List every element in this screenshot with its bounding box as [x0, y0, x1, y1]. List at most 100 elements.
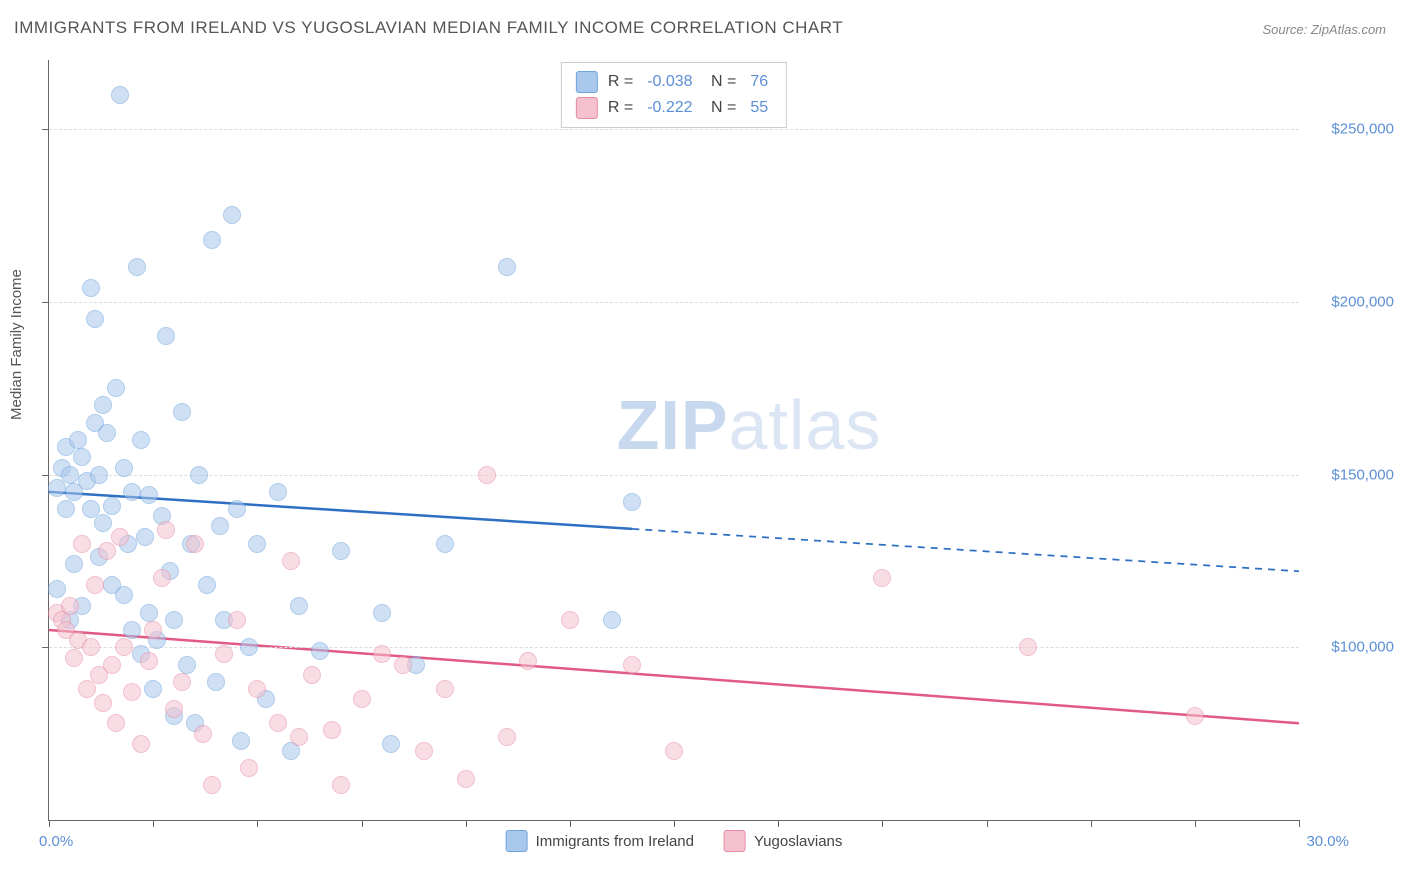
scatter-point: [198, 576, 216, 594]
y-tick-label: $100,000: [1331, 639, 1394, 656]
legend-row-1: R = -0.222 N = 55: [576, 95, 772, 121]
scatter-point: [228, 611, 246, 629]
scatter-point: [332, 542, 350, 560]
gridline: [49, 302, 1299, 303]
x-tick: [49, 820, 50, 827]
scatter-point: [111, 528, 129, 546]
scatter-point: [173, 673, 191, 691]
scatter-point: [873, 569, 891, 587]
scatter-point: [98, 542, 116, 560]
scatter-point: [269, 714, 287, 732]
legend-label-1: Yugoslavians: [754, 833, 842, 850]
scatter-point: [282, 552, 300, 570]
scatter-point: [61, 597, 79, 615]
scatter-point: [103, 656, 121, 674]
scatter-point: [165, 700, 183, 718]
scatter-point: [123, 621, 141, 639]
scatter-point: [140, 652, 158, 670]
scatter-point: [94, 514, 112, 532]
x-tick: [153, 820, 154, 827]
scatter-point: [73, 535, 91, 553]
scatter-point: [115, 586, 133, 604]
scatter-point: [107, 714, 125, 732]
legend-r-label-1: R =: [608, 99, 633, 117]
scatter-point: [94, 694, 112, 712]
scatter-point: [248, 535, 266, 553]
x-tick: [882, 820, 883, 827]
scatter-point: [123, 483, 141, 501]
legend-r-val-1: -0.222: [647, 99, 692, 117]
gridline: [49, 475, 1299, 476]
scatter-point: [603, 611, 621, 629]
x-tick: [1091, 820, 1092, 827]
scatter-point: [1186, 707, 1204, 725]
scatter-point: [240, 759, 258, 777]
scatter-point: [498, 728, 516, 746]
scatter-point: [519, 652, 537, 670]
scatter-point: [353, 690, 371, 708]
scatter-point: [478, 466, 496, 484]
scatter-point: [128, 258, 146, 276]
scatter-point: [157, 327, 175, 345]
source-label: Source: ZipAtlas.com: [1262, 22, 1386, 37]
scatter-point: [90, 466, 108, 484]
scatter-point: [61, 466, 79, 484]
scatter-point: [457, 770, 475, 788]
y-tick: [42, 647, 49, 648]
y-tick-label: $150,000: [1331, 466, 1394, 483]
scatter-point: [82, 638, 100, 656]
x-tick: [362, 820, 363, 827]
scatter-point: [57, 500, 75, 518]
x-tick: [674, 820, 675, 827]
scatter-point: [178, 656, 196, 674]
scatter-point: [303, 666, 321, 684]
scatter-point: [311, 642, 329, 660]
gridline: [49, 647, 1299, 648]
x-axis-min-label: 0.0%: [39, 833, 73, 850]
scatter-point: [157, 521, 175, 539]
scatter-point: [186, 535, 204, 553]
scatter-point: [115, 459, 133, 477]
scatter-point: [115, 638, 133, 656]
swatch-ireland: [576, 71, 598, 93]
y-tick: [42, 302, 49, 303]
scatter-point: [215, 645, 233, 663]
scatter-point: [94, 396, 112, 414]
scatter-point: [269, 483, 287, 501]
x-tick: [466, 820, 467, 827]
scatter-point: [498, 258, 516, 276]
chart-container: IMMIGRANTS FROM IRELAND VS YUGOSLAVIAN M…: [0, 0, 1406, 892]
scatter-point: [373, 604, 391, 622]
legend-series: Immigrants from Ireland Yugoslavians: [506, 830, 843, 852]
legend-label-0: Immigrants from Ireland: [536, 833, 694, 850]
scatter-point: [190, 466, 208, 484]
scatter-point: [248, 680, 266, 698]
scatter-point: [123, 683, 141, 701]
watermark: ZIPatlas: [617, 385, 882, 465]
scatter-point: [415, 742, 433, 760]
scatter-point: [373, 645, 391, 663]
scatter-point: [223, 206, 241, 224]
scatter-point: [82, 279, 100, 297]
y-tick-label: $250,000: [1331, 121, 1394, 138]
scatter-point: [153, 569, 171, 587]
scatter-point: [665, 742, 683, 760]
scatter-point: [228, 500, 246, 518]
x-tick: [257, 820, 258, 827]
scatter-point: [98, 424, 116, 442]
scatter-point: [323, 721, 341, 739]
legend-n-label-0: N =: [707, 73, 737, 91]
scatter-point: [203, 776, 221, 794]
x-tick: [778, 820, 779, 827]
scatter-point: [623, 656, 641, 674]
scatter-point: [103, 497, 121, 515]
scatter-point: [240, 638, 258, 656]
y-axis-label: Median Family Income: [8, 269, 25, 420]
legend-r-label-0: R =: [608, 73, 633, 91]
legend-correlation: R = -0.038 N = 76 R = -0.222 N = 55: [561, 62, 787, 128]
legend-n-label-1: N =: [707, 99, 737, 117]
scatter-point: [436, 535, 454, 553]
scatter-point: [69, 431, 87, 449]
gridline: [49, 129, 1299, 130]
plot-area: ZIPatlas R = -0.038 N = 76 R = -0.222 N …: [48, 60, 1299, 821]
